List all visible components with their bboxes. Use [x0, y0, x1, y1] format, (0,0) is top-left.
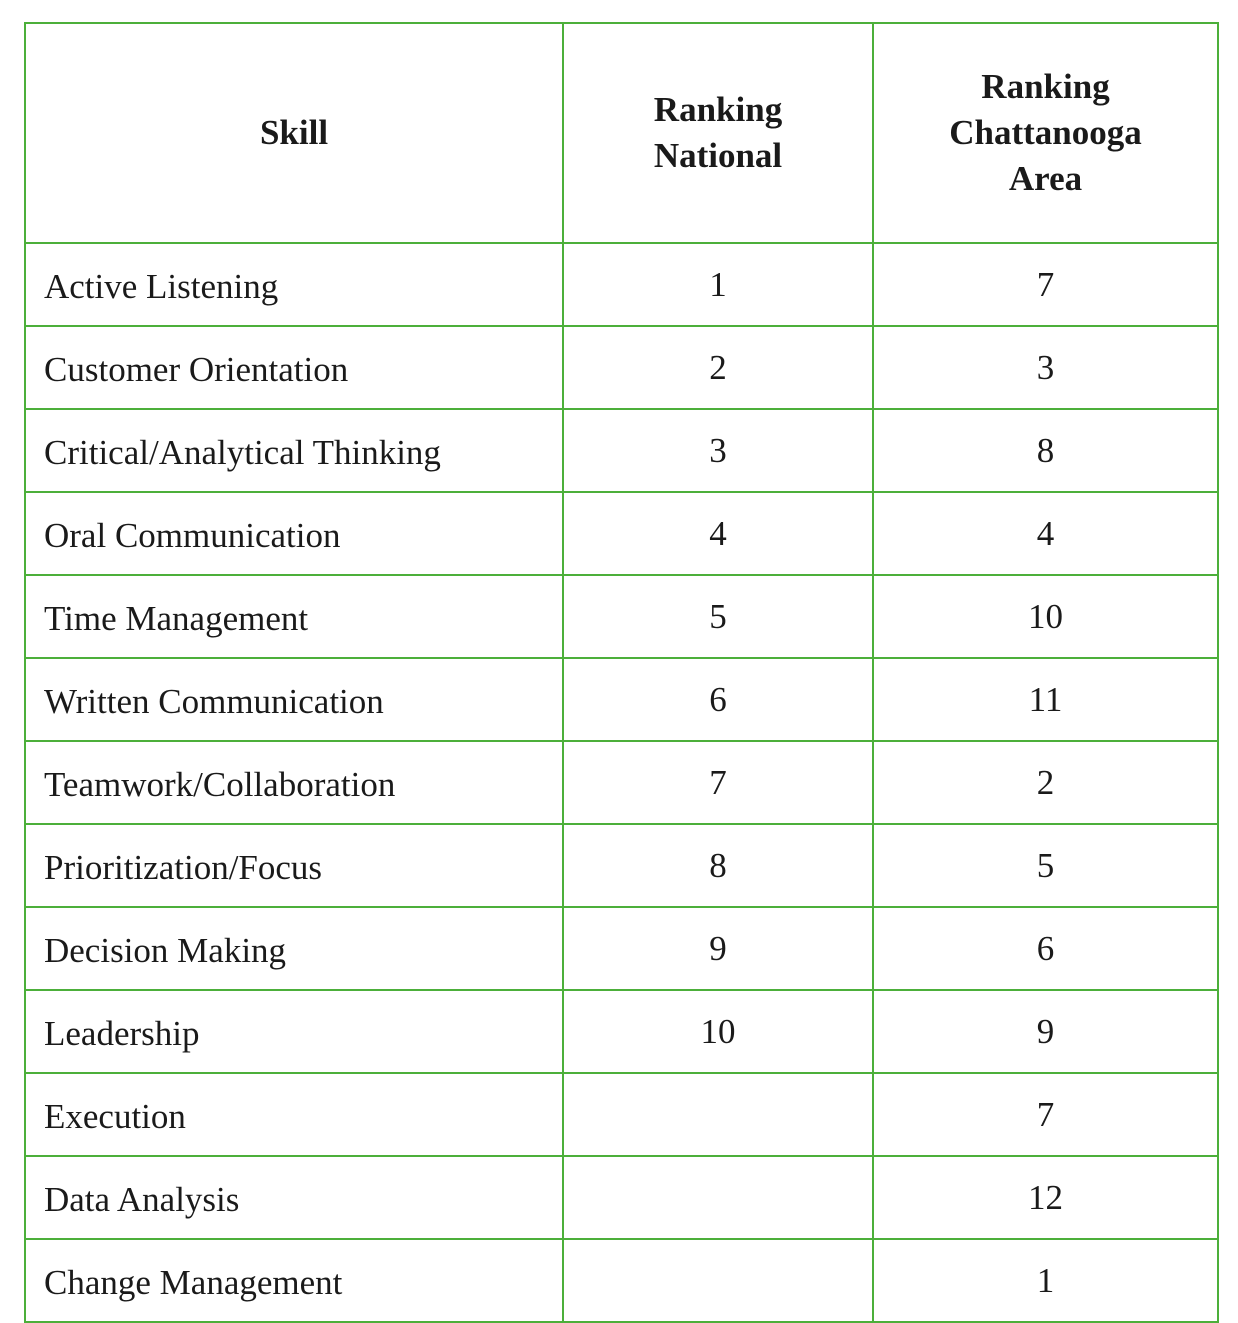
- table-row: Customer Orientation 2 3: [24, 325, 1219, 410]
- national-rank-cell: 3: [562, 408, 874, 493]
- table-row: Change Management 1: [24, 1238, 1219, 1323]
- table-header-row: Skill Ranking National Ranking Chattanoo…: [24, 22, 1219, 244]
- skill-cell: Active Listening: [24, 242, 564, 327]
- chattanooga-rank-cell: 12: [872, 1155, 1219, 1240]
- skill-cell: Change Management: [24, 1238, 564, 1323]
- national-rank-cell: 5: [562, 574, 874, 659]
- chattanooga-rank-cell: 10: [872, 574, 1219, 659]
- table-row: Teamwork/Collaboration 7 2: [24, 740, 1219, 825]
- skill-cell: Data Analysis: [24, 1155, 564, 1240]
- skill-cell: Time Management: [24, 574, 564, 659]
- table-row: Execution 7: [24, 1072, 1219, 1157]
- skill-cell: Decision Making: [24, 906, 564, 991]
- national-rank-cell: [562, 1238, 874, 1323]
- table-row: Written Communication 6 11: [24, 657, 1219, 742]
- national-rank-cell: [562, 1072, 874, 1157]
- chattanooga-rank-cell: 7: [872, 1072, 1219, 1157]
- skill-cell: Customer Orientation: [24, 325, 564, 410]
- skill-cell: Prioritization/Focus: [24, 823, 564, 908]
- header-chattanooga-line-2: Chattanooga: [949, 113, 1142, 152]
- header-ranking-national: Ranking National: [562, 22, 874, 244]
- chattanooga-rank-cell: 2: [872, 740, 1219, 825]
- national-rank-cell: 9: [562, 906, 874, 991]
- national-rank-cell: [562, 1155, 874, 1240]
- skill-cell: Leadership: [24, 989, 564, 1074]
- header-chattanooga-line-1: Ranking: [981, 67, 1110, 106]
- skill-cell: Oral Communication: [24, 491, 564, 576]
- table-row: Critical/Analytical Thinking 3 8: [24, 408, 1219, 493]
- chattanooga-rank-cell: 11: [872, 657, 1219, 742]
- table-row: Decision Making 9 6: [24, 906, 1219, 991]
- chattanooga-rank-cell: 8: [872, 408, 1219, 493]
- table-row: Prioritization/Focus 8 5: [24, 823, 1219, 908]
- table-row: Oral Communication 4 4: [24, 491, 1219, 576]
- chattanooga-rank-cell: 7: [872, 242, 1219, 327]
- header-national-line-2: National: [653, 136, 783, 175]
- national-rank-cell: 1: [562, 242, 874, 327]
- header-ranking-chattanooga: Ranking Chattanooga Area: [872, 22, 1219, 244]
- national-rank-cell: 2: [562, 325, 874, 410]
- national-rank-cell: 10: [562, 989, 874, 1074]
- chattanooga-rank-cell: 6: [872, 906, 1219, 991]
- skill-cell: Execution: [24, 1072, 564, 1157]
- skill-cell: Teamwork/Collaboration: [24, 740, 564, 825]
- skills-ranking-table: Skill Ranking National Ranking Chattanoo…: [24, 22, 1219, 1323]
- national-rank-cell: 6: [562, 657, 874, 742]
- header-chattanooga-line-3: Area: [1008, 159, 1083, 198]
- header-skill-label: Skill: [259, 113, 329, 152]
- header-skill: Skill: [24, 22, 564, 244]
- skill-cell: Written Communication: [24, 657, 564, 742]
- chattanooga-rank-cell: 3: [872, 325, 1219, 410]
- chattanooga-rank-cell: 1: [872, 1238, 1219, 1323]
- chattanooga-rank-cell: 9: [872, 989, 1219, 1074]
- table-row: Active Listening 1 7: [24, 242, 1219, 327]
- chattanooga-rank-cell: 4: [872, 491, 1219, 576]
- national-rank-cell: 7: [562, 740, 874, 825]
- table-row: Data Analysis 12: [24, 1155, 1219, 1240]
- table-row: Leadership 10 9: [24, 989, 1219, 1074]
- skill-cell: Critical/Analytical Thinking: [24, 408, 564, 493]
- national-rank-cell: 8: [562, 823, 874, 908]
- national-rank-cell: 4: [562, 491, 874, 576]
- header-national-line-1: Ranking: [653, 90, 783, 129]
- skills-ranking-table-container: Skill Ranking National Ranking Chattanoo…: [24, 22, 1219, 1323]
- table-row: Time Management 5 10: [24, 574, 1219, 659]
- chattanooga-rank-cell: 5: [872, 823, 1219, 908]
